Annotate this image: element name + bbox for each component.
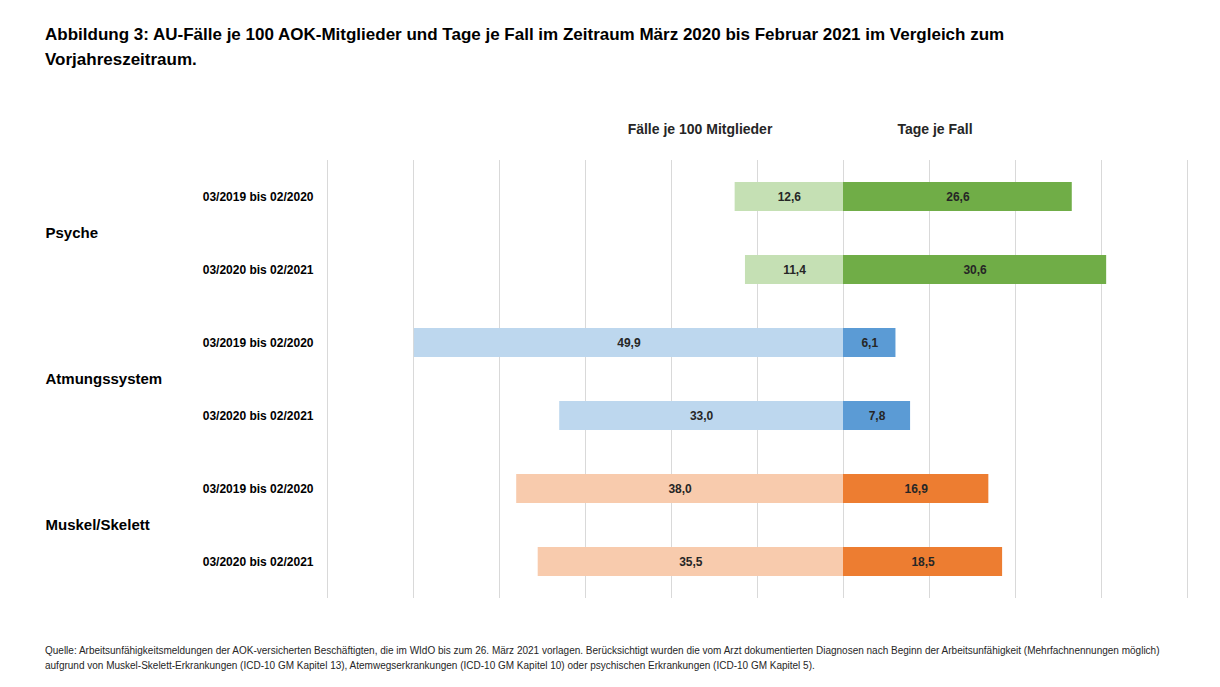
svg-text:03/2019 bis 02/2020: 03/2019 bis 02/2020: [203, 190, 314, 204]
svg-text:Psyche: Psyche: [46, 224, 99, 241]
html-text:Fälle je 100 Mitglieder: Fälle je 100 Mitglieder: [627, 121, 773, 137]
svg-text:Muskel/Skelett: Muskel/Skelett: [46, 516, 150, 533]
svg-text:16,9: 16,9: [904, 482, 928, 496]
svg-text:18,5: 18,5: [911, 555, 935, 569]
html-text:Tage je Fall: Tage je Fall: [897, 121, 973, 137]
svg-text:12,6: 12,6: [778, 190, 802, 204]
svg-text:03/2019 bis 02/2020: 03/2019 bis 02/2020: [203, 336, 314, 350]
svg-text:35,5: 35,5: [679, 555, 703, 569]
svg-text:11,4: 11,4: [783, 263, 806, 277]
svg-text:38,0: 38,0: [668, 482, 692, 496]
html-text:Quelle: Arbeitsunfähigkeitsmel: Quelle: Arbeitsunfähigkeitsmeldungen der…: [45, 645, 1160, 671]
svg-text:03/2020 bis 02/2021: 03/2020 bis 02/2021: [203, 555, 314, 569]
svg-text:49,9: 49,9: [617, 336, 641, 350]
svg-text:7,8: 7,8: [869, 409, 886, 423]
svg-text:03/2019 bis 02/2020: 03/2019 bis 02/2020: [203, 482, 314, 496]
svg-text:Atmungssystem: Atmungssystem: [46, 370, 163, 387]
html-text:Abbildung 3: AU-Fälle je 100 A: Abbildung 3: AU-Fälle je 100 AOK-Mitglie…: [45, 25, 1005, 69]
svg-text:30,6: 30,6: [963, 263, 987, 277]
svg-text:03/2020 bis 02/2021: 03/2020 bis 02/2021: [203, 409, 314, 423]
svg-text:03/2020 bis 02/2021: 03/2020 bis 02/2021: [203, 263, 314, 277]
svg-text:6,1: 6,1: [861, 336, 878, 350]
svg-text:33,0: 33,0: [690, 409, 714, 423]
svg-text:26,6: 26,6: [946, 190, 970, 204]
